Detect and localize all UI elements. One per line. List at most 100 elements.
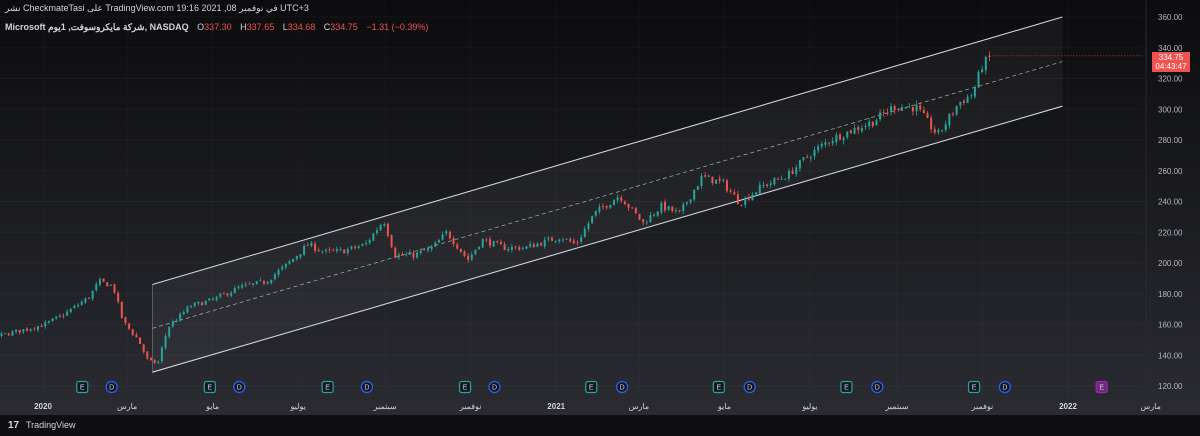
candle-down [128,323,131,329]
candle-down [627,204,630,208]
candle-up [813,149,816,157]
earnings-marker[interactable]: E [585,380,598,394]
candle-down [248,283,251,285]
candle-down [704,175,707,177]
candle-up [416,252,419,258]
time-axis[interactable]: 2020 مارس مايو يوليو سبتمبر نوفمبر 2021 مارس ماي… [34,402,1161,411]
dividend-marker[interactable]: D [616,380,629,394]
earnings-marker[interactable]: E [76,380,89,394]
dividend-icon[interactable] [871,380,884,394]
dividend-icon[interactable] [616,380,629,394]
candle-down [262,281,265,284]
candle-up [609,204,612,208]
event-marker-label: D [492,385,497,392]
earnings-icon[interactable] [585,380,598,394]
time-tick-label: 2021 [547,402,565,411]
dividend-marker[interactable]: D [105,380,118,394]
publish-info: نشر CheckmateTasi على TradingView.com 19… [5,3,309,13]
earnings-icon[interactable] [321,380,334,394]
candle-up [977,71,980,88]
candle-down [882,112,885,114]
candle-up [55,316,58,319]
candle-up [11,331,14,336]
earnings-icon[interactable] [458,380,472,394]
candle-up [350,246,353,249]
channel-fill [152,17,1063,373]
price-tick-label: 140.00 [1158,351,1183,360]
dividend-marker[interactable]: D [488,380,501,394]
earnings-icon[interactable] [1095,380,1108,394]
dividend-marker[interactable]: D [233,380,246,394]
candle-up [266,282,269,284]
upcoming_earnings-marker[interactable]: E [1095,380,1108,394]
dividend-icon[interactable] [488,380,501,394]
dividend-marker[interactable]: D [360,380,374,394]
dividend-icon[interactable] [360,380,374,394]
earnings-marker[interactable]: E [840,380,853,394]
earnings-icon[interactable] [712,380,725,394]
dividend-icon[interactable] [743,380,756,394]
earnings-marker[interactable]: E [458,380,472,394]
earnings-marker[interactable]: E [967,380,981,394]
dividend-marker[interactable]: D [871,380,884,394]
candle-up [365,243,368,245]
price-chart[interactable]: 120.00 140.00 160.00 180.00 200.00 220.00 240.… [0,0,1200,414]
candle-down [117,292,120,302]
regression-channel[interactable] [152,16,1063,373]
earnings-icon[interactable] [967,380,981,394]
candle-up [15,329,18,332]
candle-up [66,311,69,316]
candle-up [295,256,298,260]
candle-up [616,197,619,201]
event-marker-label: E [208,385,213,392]
candle-up [583,228,586,237]
candle-up [168,326,171,337]
earnings-icon[interactable] [76,380,89,394]
earnings-icon[interactable] [203,380,216,394]
symbol-title: Microsoft شركة مايكروسوفت, 1يوم, NASDAQ [5,22,189,32]
earnings-marker[interactable]: E [321,380,334,394]
time-tick-label: سبتمبر [373,402,397,411]
earnings-marker[interactable]: E [712,380,725,394]
candle-up [171,321,174,327]
channel-lower-line[interactable] [152,105,1063,373]
candle-down [550,237,553,241]
dividend-icon[interactable] [105,380,118,394]
channel-upper-line[interactable] [152,16,1063,286]
candle-down [933,129,936,133]
event-marker-label: D [1002,385,1007,392]
candle-up [492,241,495,247]
price-tick-label: 120.00 [1158,382,1183,391]
candle-up [802,157,805,160]
candle-down [897,109,900,110]
dividend-marker[interactable]: D [743,380,756,394]
candle-down [452,238,455,244]
candle-down [729,190,732,192]
candle-up [292,258,295,262]
dividend-icon[interactable] [998,380,1012,394]
candle-down [354,246,357,248]
time-tick-label: مايو [205,402,219,411]
candle-down [390,235,393,248]
earnings-icon[interactable] [840,380,853,394]
candle-down [620,197,623,201]
candle-down [747,197,750,200]
time-tick-label: يوليو [290,402,306,411]
candle-down [124,317,127,323]
candle-up [208,298,211,301]
candle-up [376,230,379,234]
earnings-marker[interactable]: E [203,380,216,394]
candle-down [849,130,852,134]
candle-up [984,56,987,71]
last-price-value: 334.75 [1158,53,1184,62]
price-axis[interactable]: 120.00 140.00 160.00 180.00 200.00 220.00 240.… [1145,0,1183,414]
tradingview-logo-icon[interactable]: 17 [8,420,20,431]
candle-up [357,246,360,249]
dividend-marker[interactable]: D [998,380,1012,394]
candle-up [244,284,247,286]
dividend-icon[interactable] [233,380,246,394]
candle-up [817,146,820,151]
tradingview-brand[interactable]: TradingView [26,420,76,430]
candle-up [299,254,302,257]
price-tick-label: 200.00 [1158,259,1183,268]
